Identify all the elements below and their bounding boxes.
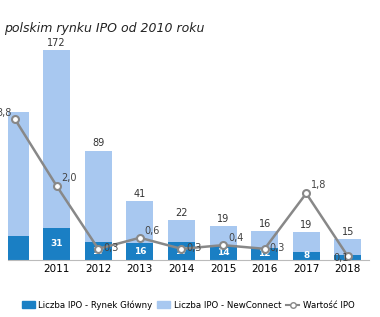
Legend: Liczba IPO - Rynek Główny, Liczba IPO - NewConnect, Wartość IPO: Liczba IPO - Rynek Główny, Liczba IPO - … [18, 297, 358, 313]
Text: 0,1: 0,1 [333, 253, 348, 263]
Bar [293, 232, 320, 252]
Bar [126, 243, 154, 260]
Text: 17: 17 [92, 247, 104, 256]
Bar [251, 248, 278, 260]
Text: 2,0: 2,0 [62, 173, 77, 183]
Bar [168, 220, 195, 243]
Text: 8: 8 [303, 251, 309, 260]
Text: 16: 16 [134, 247, 146, 256]
Text: 31: 31 [51, 239, 63, 249]
Text: 0,3: 0,3 [187, 243, 202, 253]
Text: polskim rynku IPO od 2010 roku: polskim rynku IPO od 2010 roku [4, 22, 204, 35]
Bar [334, 239, 361, 255]
Bar [85, 243, 112, 260]
Bar [2, 112, 28, 236]
Text: 22: 22 [175, 208, 188, 218]
Text: 19: 19 [300, 220, 312, 230]
Text: 16: 16 [258, 219, 271, 229]
Text: 5: 5 [345, 253, 351, 262]
Text: 19: 19 [217, 214, 229, 224]
Bar [126, 201, 154, 243]
Bar [251, 231, 278, 248]
Text: 1,8: 1,8 [311, 180, 326, 190]
Bar [334, 255, 361, 260]
Bar [43, 228, 70, 260]
Bar [209, 226, 237, 245]
Bar [43, 50, 70, 228]
Text: 0,3: 0,3 [270, 243, 285, 253]
Text: 41: 41 [134, 189, 146, 199]
Text: 172: 172 [48, 38, 66, 49]
Text: 0,3: 0,3 [103, 243, 119, 253]
Bar [85, 151, 112, 243]
Text: 14: 14 [217, 248, 230, 257]
Text: 15: 15 [342, 227, 354, 237]
Bar [2, 236, 28, 260]
Text: 89: 89 [92, 139, 104, 148]
Text: 17: 17 [175, 247, 188, 256]
Text: 0,4: 0,4 [228, 233, 244, 243]
Text: 3,8: 3,8 [0, 107, 12, 118]
Bar [209, 245, 237, 260]
Bar [168, 243, 195, 260]
Bar [293, 252, 320, 260]
Text: 0,6: 0,6 [145, 226, 160, 236]
Text: 12: 12 [258, 249, 271, 258]
